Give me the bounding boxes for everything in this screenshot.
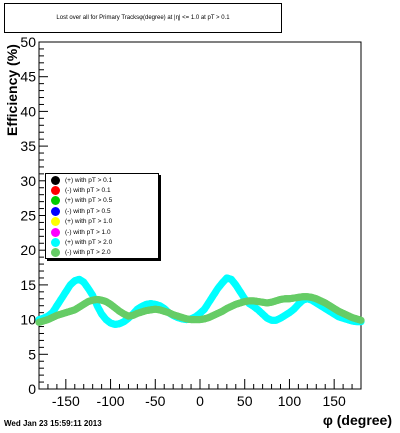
x-tick-label: 50 bbox=[237, 393, 253, 409]
y-axis-label: Efficiency (%) bbox=[4, 44, 20, 136]
legend-marker bbox=[51, 175, 60, 185]
legend: (+) with pT > 0.1 (-) with pT > 0.1 (+) wi… bbox=[45, 173, 159, 259]
legend-label: (-) with pT > 2.0 bbox=[65, 249, 111, 257]
y-tick-label: 15 bbox=[20, 277, 36, 293]
legend-marker bbox=[51, 227, 60, 237]
x-tick-label: -150 bbox=[52, 393, 80, 409]
y-tick-label: 35 bbox=[20, 138, 36, 154]
y-tick-label: 0 bbox=[28, 381, 36, 397]
y-tick-label: 25 bbox=[20, 208, 36, 224]
legend-entry: (+) with pT > 0.1 bbox=[48, 175, 158, 185]
legend-entry: (-) with pT > 1.0 bbox=[48, 227, 158, 237]
legend-marker bbox=[51, 196, 60, 206]
data-point bbox=[357, 316, 365, 324]
chart-title-text: Lost over all for Primary Tracksφ(degree… bbox=[56, 15, 230, 21]
y-tick-label: 40 bbox=[20, 103, 36, 119]
legend-entry: (+) with pT > 2.0 bbox=[48, 237, 158, 248]
legend-label: (-) with pT > 0.5 bbox=[65, 207, 111, 215]
legend-marker bbox=[51, 248, 60, 258]
x-tick-label: -100 bbox=[97, 393, 125, 409]
y-tick-label: 50 bbox=[20, 34, 36, 50]
y-tick-label: 45 bbox=[20, 69, 36, 85]
x-tick-label: 150 bbox=[322, 393, 346, 409]
legend-label: (+) with pT > 1.0 bbox=[65, 218, 113, 226]
chart-title: Lost over all for Primary Tracksφ(degree… bbox=[4, 3, 282, 33]
y-tick-label: 30 bbox=[20, 173, 36, 189]
y-tick-label: 20 bbox=[20, 242, 36, 258]
legend-label: (+) with pT > 0.1 bbox=[65, 176, 113, 184]
legend-label: (-) with pT > 0.1 bbox=[65, 187, 111, 195]
legend-marker bbox=[51, 186, 60, 196]
legend-label: (+) with pT > 0.5 bbox=[65, 197, 113, 205]
legend-entry: (-) with pT > 0.5 bbox=[48, 206, 158, 216]
y-tick-label: 5 bbox=[28, 346, 36, 362]
legend-entry: (+) with pT > 1.0 bbox=[48, 217, 158, 227]
y-tick-label: 10 bbox=[20, 312, 36, 328]
legend-entry: (+) with pT > 0.5 bbox=[48, 196, 158, 206]
x-tick-label: 0 bbox=[196, 393, 204, 409]
x-tick-label: 100 bbox=[278, 393, 302, 409]
legend-marker bbox=[51, 217, 60, 227]
x-axis-label: φ (degree) bbox=[322, 412, 392, 428]
x-tick-label: -50 bbox=[145, 393, 165, 409]
legend-marker bbox=[51, 238, 60, 248]
timestamp-footer: Wed Jan 23 15:59:11 2013 bbox=[4, 419, 102, 428]
legend-entry: (-) with pT > 2.0 bbox=[48, 248, 158, 258]
legend-entry: (-) with pT > 0.1 bbox=[48, 185, 158, 196]
legend-label: (-) with pT > 1.0 bbox=[65, 228, 111, 236]
legend-marker bbox=[51, 206, 60, 216]
legend-label: (+) with pT > 2.0 bbox=[65, 239, 113, 247]
